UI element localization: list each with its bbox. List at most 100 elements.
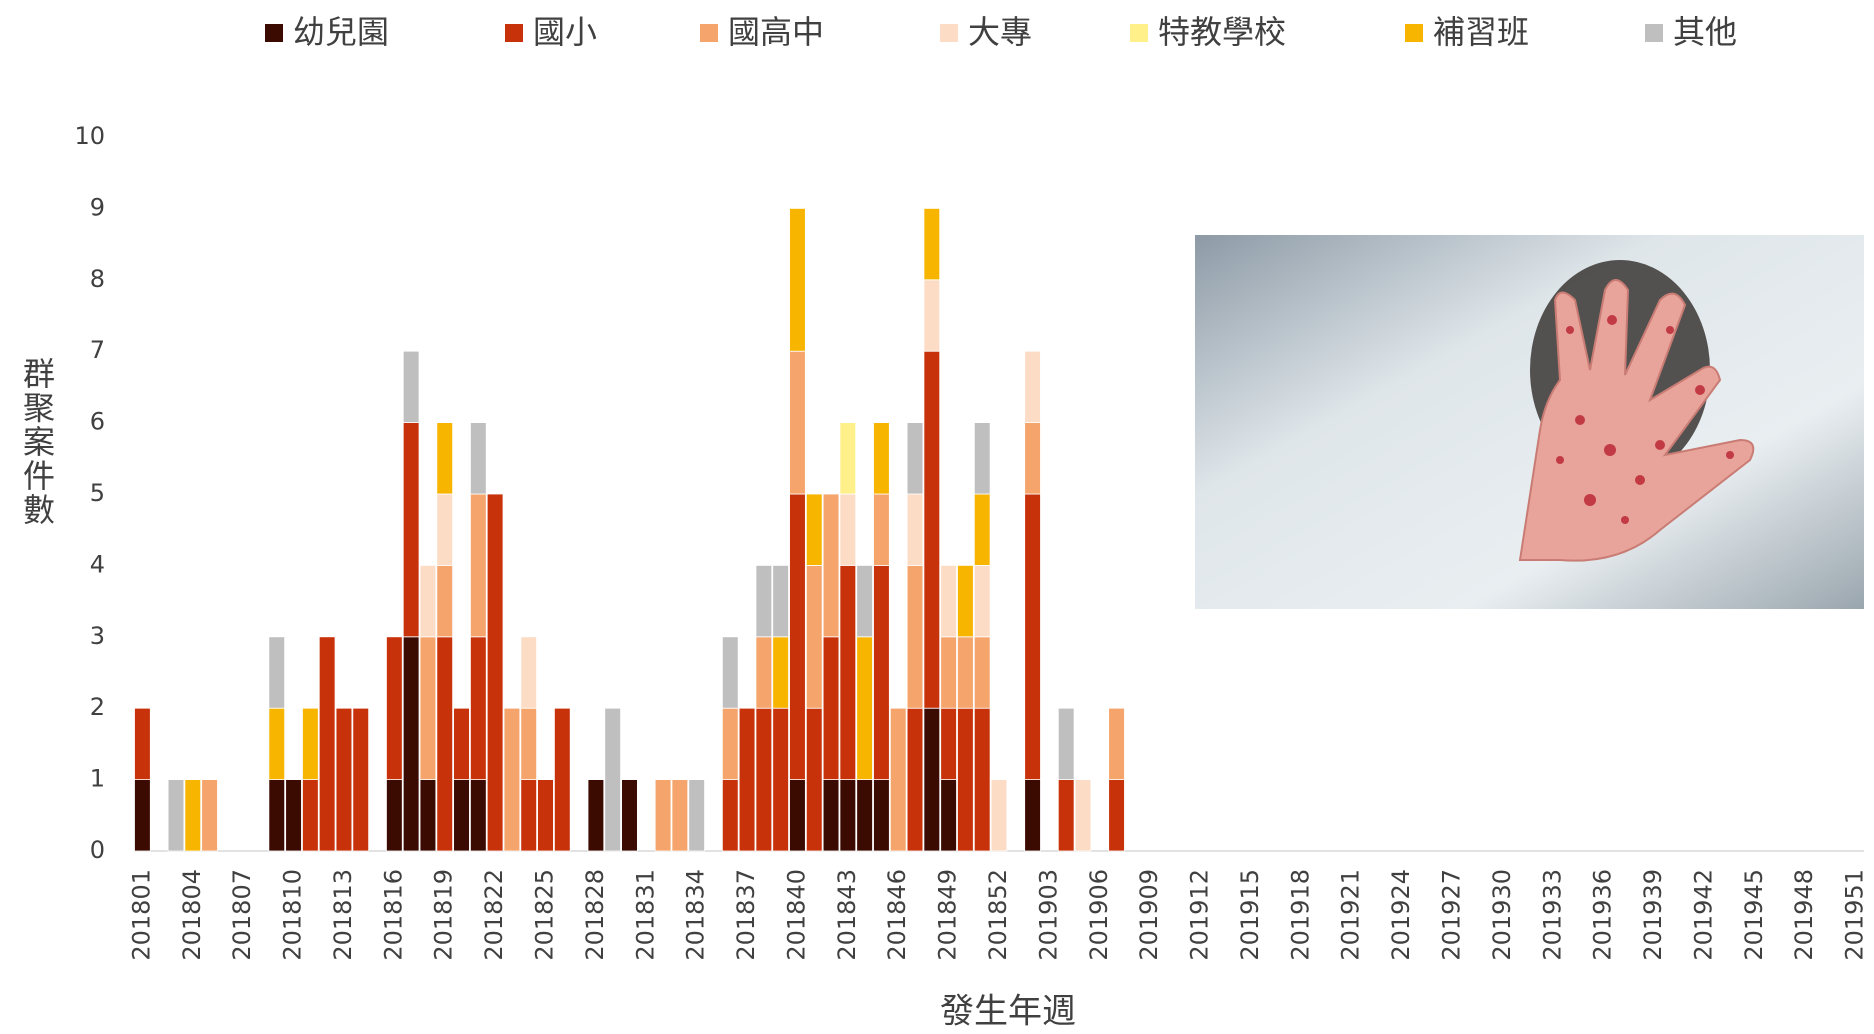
bar-segment: [302, 707, 319, 781]
bar-segment: [386, 636, 403, 780]
bar-segment: [889, 707, 907, 852]
bar-segment: [721, 636, 739, 709]
bar-segment: [1057, 707, 1075, 781]
bar-segment: [755, 565, 773, 638]
y-tick-label: 9: [90, 193, 105, 221]
bar-segment: [721, 779, 739, 852]
legend-swatch: [505, 24, 523, 42]
bar-segment: [520, 779, 538, 852]
bar-segment: [1108, 707, 1125, 781]
bar-segment: [1108, 779, 1125, 852]
x-tick-label: 201801: [127, 869, 155, 961]
bar-segment: [906, 422, 924, 495]
legend-swatch: [700, 24, 718, 42]
bar-segment: [940, 707, 957, 781]
bar-segment: [772, 636, 789, 709]
bars: [134, 207, 1125, 852]
bar-segment: [470, 779, 487, 852]
bar-segment: [873, 422, 890, 495]
x-tick-label: 201951: [1841, 869, 1869, 961]
x-tick-label: 201906: [1085, 869, 1113, 961]
bar-segment: [940, 779, 957, 852]
bar-segment: [856, 779, 873, 852]
bar-segment: [973, 493, 991, 566]
bar-segment: [805, 565, 823, 709]
bar-segment: [822, 636, 840, 780]
x-tick-label: 201945: [1740, 869, 1768, 961]
bar-segment: [402, 636, 420, 852]
x-tick-label: 201804: [178, 869, 206, 961]
bar-segment: [503, 707, 521, 852]
legend-label: 國小: [533, 13, 597, 51]
bar-segment: [335, 707, 353, 852]
x-tick-label: 201837: [732, 869, 760, 961]
bar-segment: [520, 707, 538, 781]
bar-segment: [671, 779, 689, 852]
legend-label: 大專: [968, 13, 1032, 51]
bar-segment: [721, 707, 739, 781]
x-tick-label: 201912: [1186, 869, 1214, 961]
x-tick-label: 201915: [1236, 869, 1264, 961]
bar-segment: [520, 636, 538, 709]
bar-segment: [973, 636, 991, 709]
bar-segment: [1024, 350, 1041, 424]
bar-segment: [419, 565, 437, 638]
bar-segment: [654, 779, 672, 852]
x-tick-label: 201807: [228, 869, 256, 961]
bar-segment: [906, 493, 924, 566]
bar-segment: [1024, 493, 1041, 781]
x-tick-label: 201921: [1337, 869, 1365, 961]
bar-segment: [873, 493, 890, 566]
bar-segment: [789, 779, 806, 852]
legend-label: 國高中: [728, 13, 824, 51]
photo: [1195, 235, 1864, 609]
x-tick-label: 201828: [581, 869, 609, 961]
x-tick-label: 201927: [1437, 869, 1465, 961]
bar-segment: [822, 493, 840, 638]
bar-segment: [436, 493, 454, 566]
bar-segment: [940, 636, 957, 709]
bar-segment: [805, 493, 823, 566]
bar-segment: [285, 779, 302, 852]
x-tick-label: 201810: [279, 869, 307, 961]
bar-segment: [419, 636, 437, 780]
bar-segment: [621, 779, 638, 852]
bar-segment: [940, 565, 957, 638]
bar-segment: [318, 636, 336, 852]
bar-segment: [453, 707, 470, 781]
bar-segment: [554, 707, 571, 852]
x-tick-label: 201933: [1538, 869, 1566, 961]
x-tick-label: 201816: [379, 869, 407, 961]
bar-segment: [738, 707, 756, 852]
bar-segment: [302, 779, 319, 852]
y-axis-title: 群聚案件數: [18, 357, 56, 527]
x-tick-label: 201819: [430, 869, 458, 961]
bar-segment: [839, 422, 857, 495]
y-tick-label: 3: [90, 622, 105, 650]
legend-label: 幼兒園: [293, 13, 389, 51]
x-tick-label: 201939: [1639, 869, 1667, 961]
bar-segment: [587, 779, 605, 852]
bar-segment: [973, 422, 991, 495]
bar-segment: [990, 779, 1008, 852]
bar-segment: [923, 350, 941, 709]
bar-segment: [537, 779, 554, 852]
y-tick-label: 6: [90, 408, 105, 436]
bar-segment: [789, 493, 806, 781]
bar-segment: [402, 422, 420, 638]
x-tick-label: 201936: [1589, 869, 1617, 961]
x-tick-label: 201813: [329, 869, 357, 961]
bar-segment: [352, 707, 370, 852]
y-tick-label: 10: [74, 122, 105, 150]
bar-segment: [470, 636, 487, 780]
bar-segment: [386, 779, 403, 852]
y-tick-label: 1: [90, 765, 105, 793]
bar-segment: [134, 707, 151, 781]
x-tick-label: 201825: [531, 869, 559, 961]
bar-segment: [470, 422, 487, 495]
x-tick-label: 201834: [682, 869, 710, 961]
bar-segment: [201, 779, 218, 852]
x-tick-label: 201942: [1689, 869, 1717, 961]
x-tick-label: 201831: [631, 869, 659, 961]
